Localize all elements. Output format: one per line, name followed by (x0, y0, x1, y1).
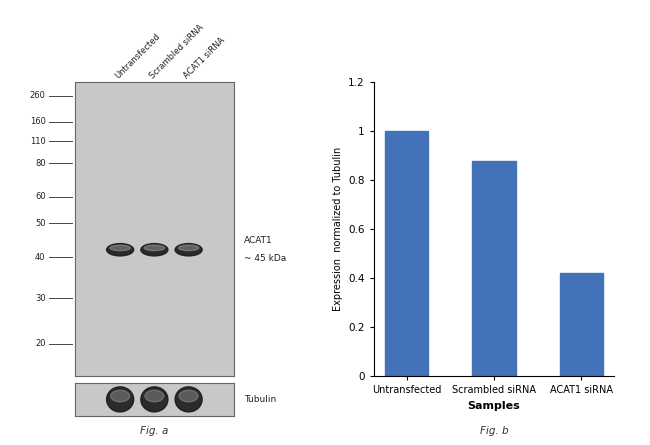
Y-axis label: Expression  normalized to Tubulin: Expression normalized to Tubulin (333, 147, 343, 312)
Ellipse shape (110, 245, 130, 251)
Ellipse shape (175, 387, 202, 412)
Text: ACAT1: ACAT1 (244, 236, 272, 245)
Text: Tubulin: Tubulin (244, 395, 276, 404)
Text: Scrambled siRNA: Scrambled siRNA (148, 23, 205, 80)
Text: ACAT1 siRNA: ACAT1 siRNA (182, 35, 227, 80)
Ellipse shape (107, 243, 134, 256)
Bar (385, 131, 428, 376)
Text: 40: 40 (35, 253, 46, 262)
Bar (560, 273, 603, 376)
Text: 50: 50 (35, 219, 46, 228)
Ellipse shape (179, 245, 199, 251)
Ellipse shape (145, 390, 164, 402)
Ellipse shape (141, 387, 168, 412)
Text: 160: 160 (30, 117, 46, 126)
Text: Untransfected: Untransfected (114, 32, 162, 80)
Ellipse shape (175, 243, 202, 256)
Ellipse shape (107, 387, 134, 412)
Text: ~ 45 kDa: ~ 45 kDa (244, 254, 286, 263)
Ellipse shape (111, 390, 129, 402)
Text: Fig. a: Fig. a (140, 426, 168, 436)
Ellipse shape (141, 243, 168, 256)
Bar (472, 161, 516, 376)
Text: 20: 20 (35, 339, 46, 348)
Text: 110: 110 (30, 137, 46, 146)
X-axis label: Samples: Samples (467, 400, 521, 411)
Text: 60: 60 (35, 192, 46, 202)
Ellipse shape (144, 245, 164, 251)
Text: Fig. b: Fig. b (480, 426, 508, 436)
Text: 80: 80 (35, 158, 46, 168)
Ellipse shape (179, 390, 198, 402)
Text: 30: 30 (35, 294, 46, 303)
Text: 260: 260 (30, 91, 46, 100)
